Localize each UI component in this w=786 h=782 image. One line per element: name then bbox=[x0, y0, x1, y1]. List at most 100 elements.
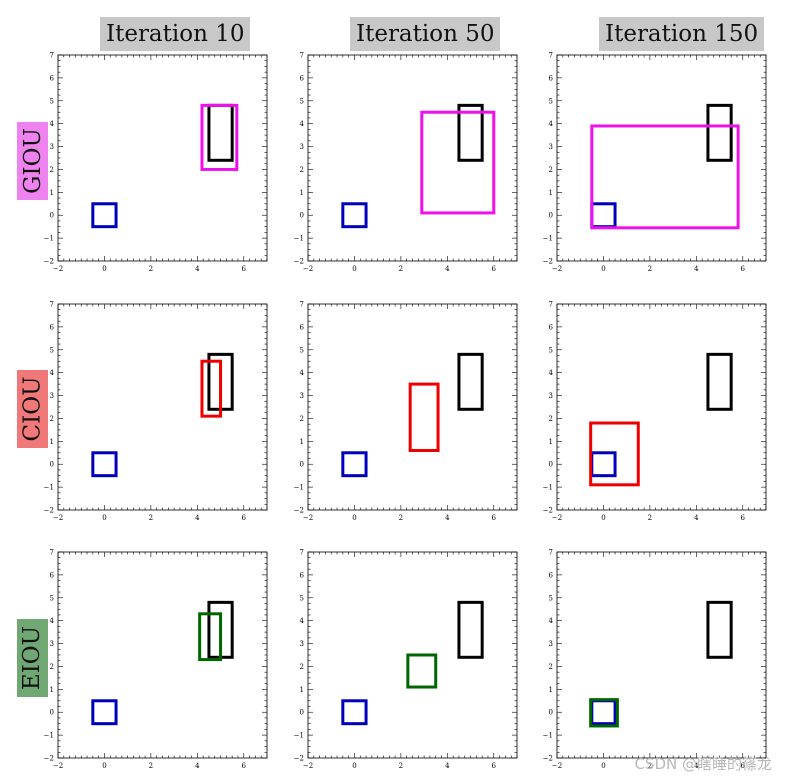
column-title-2: Iteration 50 bbox=[350, 17, 501, 51]
anchor-box bbox=[91, 699, 118, 726]
panel-eiou-iter-150: −2 0 2 4 6 −2 −1 0 1 2 3 4 5 6 7 bbox=[543, 549, 767, 770]
y-tick-label: −1 bbox=[294, 235, 304, 243]
axes-frame bbox=[57, 303, 268, 511]
y-tick-label: 5 bbox=[549, 594, 553, 602]
x-tick-label: 2 bbox=[149, 762, 153, 770]
x-tick-label: 0 bbox=[601, 265, 605, 273]
y-tick-label: 4 bbox=[549, 617, 554, 625]
y-tick-label: 1 bbox=[549, 438, 553, 446]
x-tick-label: 0 bbox=[601, 762, 605, 770]
x-tick-label: 6 bbox=[741, 514, 746, 522]
y-tick-label: 3 bbox=[50, 143, 54, 151]
y-tick-label: −2 bbox=[44, 258, 54, 266]
anchor-box bbox=[91, 202, 118, 229]
column-title-1: Iteration 10 bbox=[100, 17, 251, 51]
y-tick-label: 2 bbox=[50, 415, 54, 423]
row-label-giou-text: GIOU bbox=[19, 128, 46, 194]
x-tick-label: 4 bbox=[195, 514, 200, 522]
y-tick-label: 7 bbox=[549, 52, 553, 60]
y-tick-label: 6 bbox=[300, 571, 305, 579]
y-tick-label: 4 bbox=[549, 120, 554, 128]
y-tick-label: 1 bbox=[549, 686, 553, 694]
x-tick-label: 4 bbox=[694, 514, 699, 522]
predicted-box bbox=[200, 103, 239, 171]
target-box bbox=[706, 352, 733, 411]
y-tick-label: 6 bbox=[549, 74, 554, 82]
y-tick-label: 6 bbox=[50, 571, 55, 579]
y-tick-label: 5 bbox=[300, 594, 304, 602]
anchor-box bbox=[91, 451, 118, 478]
y-tick-label: 4 bbox=[300, 120, 305, 128]
y-tick-label: 7 bbox=[300, 301, 304, 309]
predicted-box bbox=[406, 653, 438, 689]
x-tick-label: 2 bbox=[648, 762, 652, 770]
predicted-box bbox=[589, 421, 640, 487]
anchor-box bbox=[341, 451, 368, 478]
y-tick-label: 0 bbox=[50, 212, 54, 220]
y-tick-label: 2 bbox=[300, 166, 304, 174]
x-tick-label: 2 bbox=[149, 514, 153, 522]
y-tick-label: 3 bbox=[549, 143, 553, 151]
y-tick-label: 5 bbox=[300, 346, 304, 354]
x-tick-label: 6 bbox=[741, 762, 746, 770]
y-tick-label: 7 bbox=[50, 549, 54, 557]
watermark: CSDN @瞎睡的篠龙 bbox=[634, 755, 772, 773]
y-tick-label: −2 bbox=[294, 258, 304, 266]
y-tick-label: −2 bbox=[543, 755, 553, 763]
y-tick-label: 7 bbox=[300, 52, 304, 60]
x-tick-label: 6 bbox=[242, 762, 247, 770]
target-box bbox=[457, 600, 484, 659]
y-tick-label: 3 bbox=[549, 640, 553, 648]
y-tick-label: −1 bbox=[543, 235, 553, 243]
x-tick-label: 2 bbox=[648, 514, 652, 522]
y-tick-label: 5 bbox=[549, 346, 553, 354]
anchor-box bbox=[590, 202, 617, 229]
y-tick-label: 4 bbox=[50, 617, 55, 625]
y-tick-label: 5 bbox=[300, 97, 304, 105]
y-tick-label: 4 bbox=[50, 120, 55, 128]
x-tick-label: 0 bbox=[352, 514, 356, 522]
predicted-box bbox=[589, 698, 619, 728]
y-tick-label: 0 bbox=[549, 212, 553, 220]
target-box bbox=[457, 103, 484, 162]
predicted-box bbox=[590, 124, 740, 230]
y-tick-label: 3 bbox=[50, 392, 54, 400]
x-tick-label: −2 bbox=[53, 514, 63, 522]
y-tick-label: 4 bbox=[300, 369, 305, 377]
column-title-3: Iteration 150 bbox=[599, 17, 765, 51]
x-tick-label: 0 bbox=[102, 762, 106, 770]
panel-ciou-iter-50: −2 0 2 4 6 −2 −1 0 1 2 3 4 5 6 7 bbox=[294, 301, 518, 522]
y-tick-label: −2 bbox=[44, 507, 54, 515]
x-tick-label: −2 bbox=[53, 762, 63, 770]
y-tick-label: 5 bbox=[549, 97, 553, 105]
x-tick-label: 2 bbox=[648, 265, 652, 273]
y-tick-label: 2 bbox=[300, 415, 304, 423]
row-label-eiou-text: EIOU bbox=[19, 625, 46, 691]
panel-eiou-iter-10: −2 0 2 4 6 −2 −1 0 1 2 3 4 5 6 7 bbox=[44, 549, 268, 770]
y-tick-label: −2 bbox=[543, 258, 553, 266]
y-tick-label: 0 bbox=[300, 461, 304, 469]
panel-giou-iter-50: −2 0 2 4 6 −2 −1 0 1 2 3 4 5 6 7 bbox=[294, 52, 518, 273]
y-tick-label: 7 bbox=[50, 301, 54, 309]
x-tick-label: 6 bbox=[741, 265, 746, 273]
row-label-ciou: CIOU bbox=[17, 370, 48, 448]
predicted-box bbox=[198, 612, 223, 662]
x-tick-label: −2 bbox=[552, 514, 562, 522]
y-tick-label: 6 bbox=[549, 571, 554, 579]
y-tick-label: 0 bbox=[300, 709, 304, 717]
y-tick-label: 0 bbox=[300, 212, 304, 220]
y-tick-label: −1 bbox=[543, 732, 553, 740]
y-tick-label: 1 bbox=[50, 686, 54, 694]
x-tick-label: 6 bbox=[242, 514, 247, 522]
y-tick-label: 6 bbox=[300, 323, 305, 331]
y-tick-label: 1 bbox=[300, 438, 304, 446]
predicted-box bbox=[408, 382, 440, 452]
panel-ciou-iter-150: −2 0 2 4 6 −2 −1 0 1 2 3 4 5 6 7 bbox=[543, 301, 767, 522]
y-tick-label: 3 bbox=[300, 392, 304, 400]
axes-frame bbox=[556, 54, 767, 262]
anchor-box bbox=[590, 699, 617, 726]
anchor-box bbox=[590, 451, 617, 478]
x-tick-label: −2 bbox=[303, 265, 313, 273]
x-tick-label: 6 bbox=[492, 762, 497, 770]
row-label-giou: GIOU bbox=[17, 122, 48, 200]
